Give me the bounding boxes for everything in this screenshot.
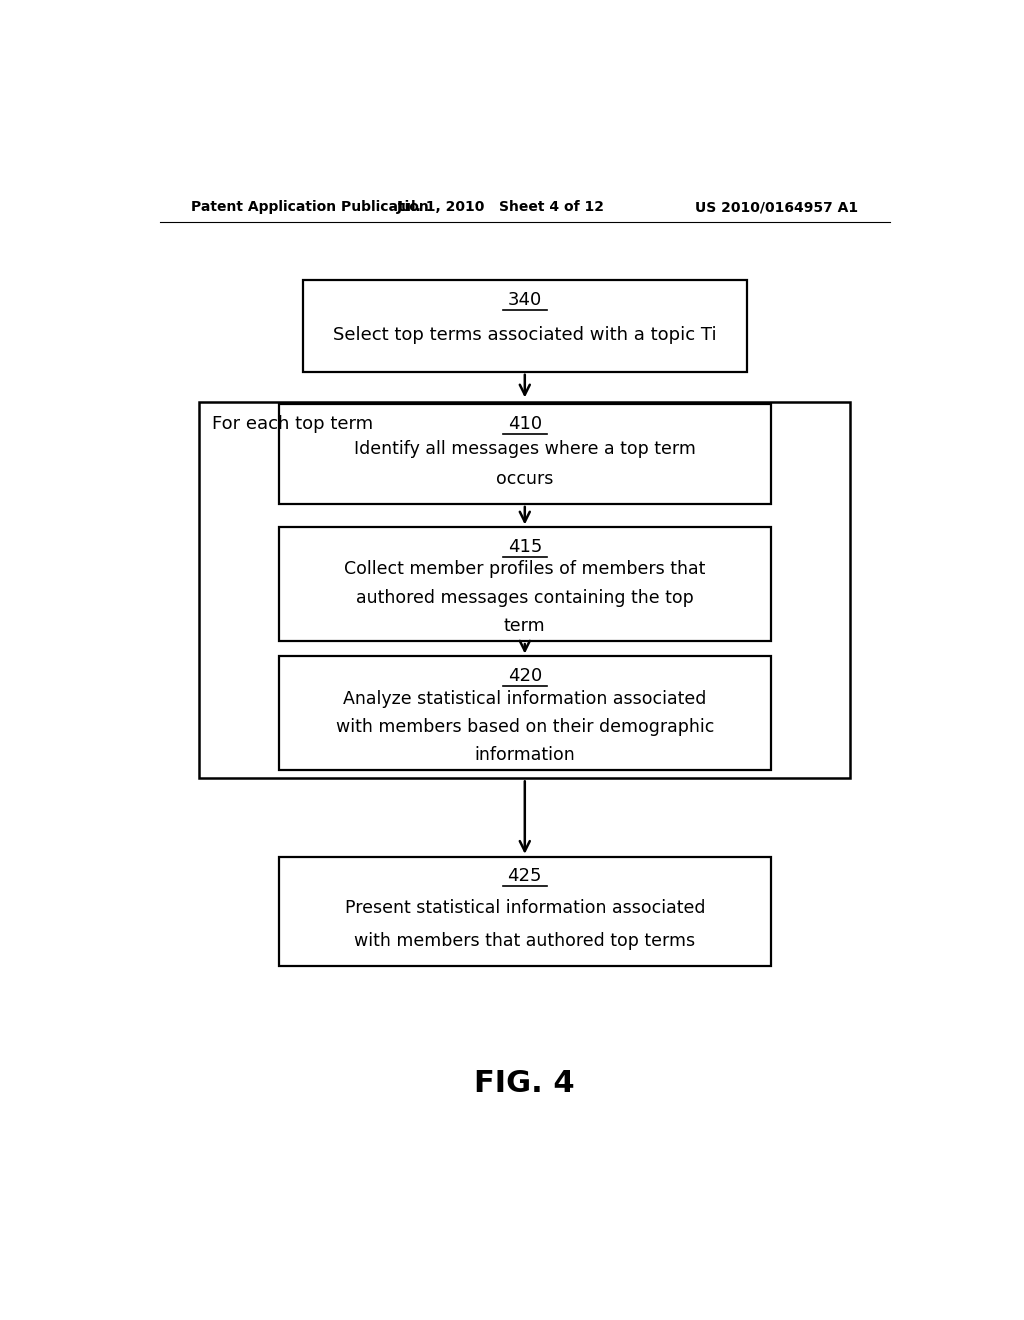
Text: Collect member profiles of members that: Collect member profiles of members that [344, 561, 706, 578]
Text: information: information [474, 747, 575, 764]
Bar [279, 528, 771, 642]
Text: For each top term: For each top term [212, 414, 373, 433]
Text: 420: 420 [508, 667, 542, 685]
Text: Identify all messages where a top term: Identify all messages where a top term [354, 440, 695, 458]
Text: authored messages containing the top: authored messages containing the top [356, 589, 693, 607]
Text: 340: 340 [508, 290, 542, 309]
Bar [279, 857, 771, 966]
Text: occurs: occurs [496, 470, 554, 488]
Bar [279, 404, 771, 504]
Text: Analyze statistical information associated: Analyze statistical information associat… [343, 689, 707, 708]
Text: Present statistical information associated: Present statistical information associat… [344, 899, 706, 917]
Bar [279, 656, 771, 771]
Bar [200, 403, 850, 779]
Text: 410: 410 [508, 414, 542, 433]
Text: 415: 415 [508, 537, 542, 556]
Text: Select top terms associated with a topic Ti: Select top terms associated with a topic… [333, 326, 717, 345]
Text: Patent Application Publication: Patent Application Publication [191, 201, 429, 214]
Text: FIG. 4: FIG. 4 [474, 1069, 575, 1098]
Text: term: term [504, 618, 546, 635]
Text: 425: 425 [508, 867, 542, 884]
Bar [303, 280, 748, 372]
Text: with members based on their demographic: with members based on their demographic [336, 718, 714, 737]
Text: US 2010/0164957 A1: US 2010/0164957 A1 [695, 201, 858, 214]
Text: with members that authored top terms: with members that authored top terms [354, 932, 695, 950]
Text: Jul. 1, 2010   Sheet 4 of 12: Jul. 1, 2010 Sheet 4 of 12 [397, 201, 605, 214]
